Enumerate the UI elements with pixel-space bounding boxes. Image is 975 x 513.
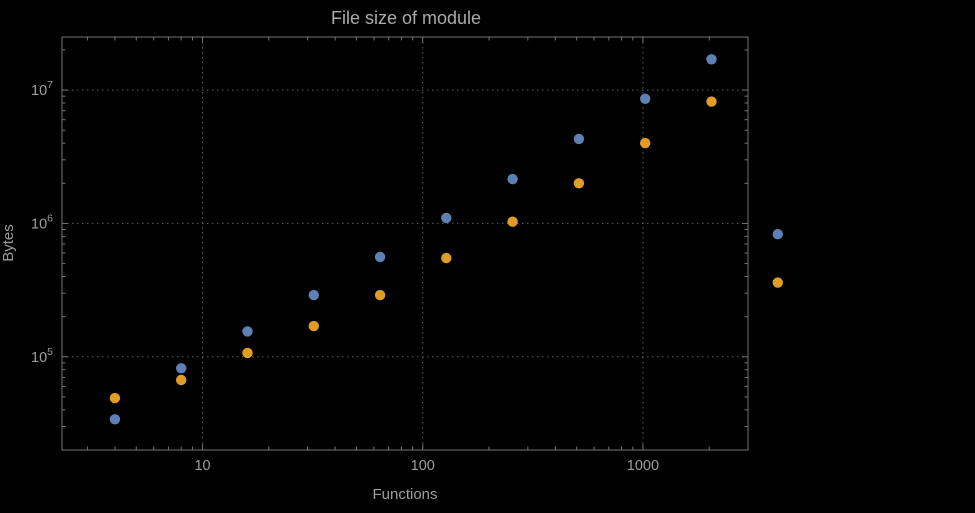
- data-point-blue: [441, 212, 452, 224]
- data-point-orange: [308, 320, 319, 332]
- data-point-blue: [374, 251, 386, 263]
- y-tick-label: 107: [31, 79, 53, 99]
- data-point-orange: [176, 374, 187, 386]
- data-point-layer: [109, 54, 783, 425]
- chart-title: File size of module: [331, 8, 481, 28]
- plot-frame: [61, 36, 749, 451]
- y-axis-label: Bytes: [0, 224, 17, 262]
- data-point-orange: [242, 347, 253, 359]
- data-point-blue: [308, 289, 319, 301]
- x-axis-label: Functions: [372, 486, 437, 503]
- x-tick-label: 1000: [627, 458, 659, 474]
- tick-label-layer: 10 100 1000 105 106 107: [31, 79, 659, 474]
- data-point-blue: [706, 54, 717, 65]
- data-point-blue: [640, 93, 651, 105]
- data-point-blue: [176, 363, 187, 374]
- x-tick-label: 100: [411, 458, 435, 474]
- data-point-orange: [640, 137, 651, 149]
- data-point-blue: [507, 173, 518, 185]
- grid-layer: [62, 37, 748, 450]
- data-point-orange: [109, 392, 121, 404]
- frame-layer: [61, 36, 749, 451]
- data-point-blue: [573, 133, 585, 145]
- data-point-blue: [242, 326, 253, 337]
- data-point-orange: [706, 96, 717, 107]
- y-tick-label: 105: [31, 346, 53, 366]
- x-tick-label: 10: [194, 458, 210, 474]
- data-point-orange: [772, 277, 783, 288]
- data-point-blue: [772, 229, 783, 240]
- data-point-orange: [441, 252, 452, 264]
- data-point-orange: [374, 289, 386, 301]
- data-point-orange: [573, 178, 585, 189]
- data-point-orange: [507, 216, 518, 227]
- data-point-blue: [109, 414, 121, 425]
- y-tick-label: 106: [31, 212, 53, 232]
- tick-layer: [62, 37, 748, 450]
